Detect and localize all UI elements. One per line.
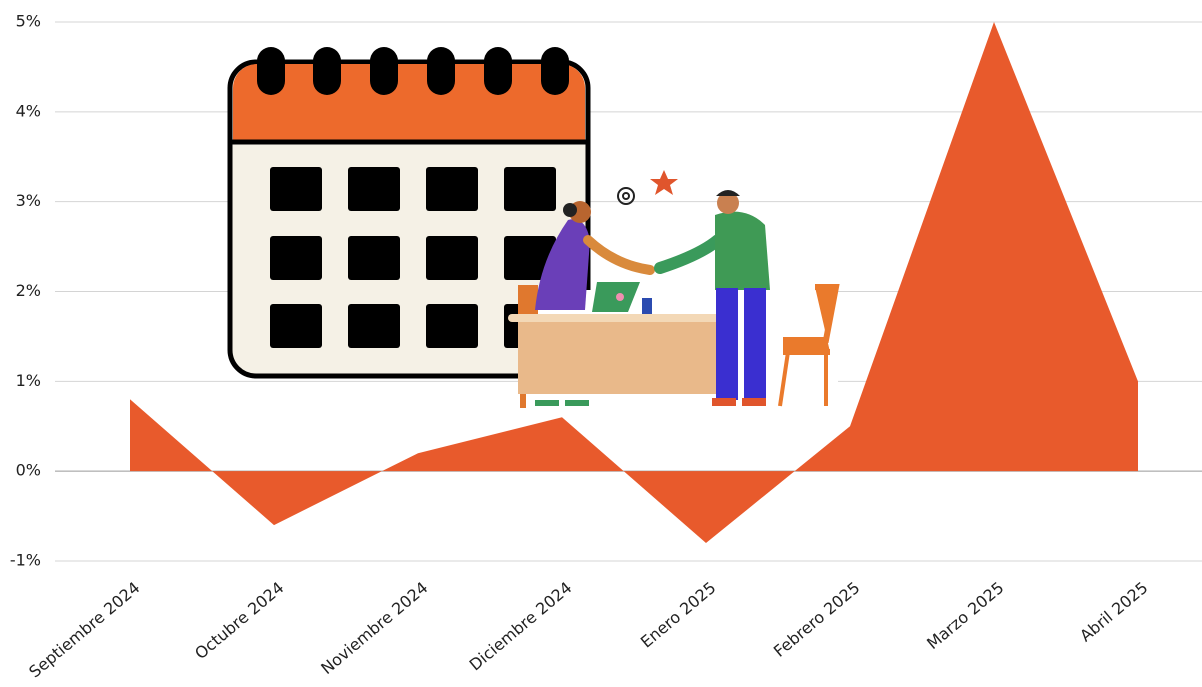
y-tick-label: 2% [16,281,41,300]
x-tick-label: Octubre 2024 [191,578,287,663]
calendar-icon [227,47,591,379]
y-tick-label: 1% [16,371,41,390]
x-tick-label: Septiembre 2024 [25,578,143,681]
x-tick-label: Enero 2025 [637,578,720,652]
marks [130,22,1138,544]
y-tick-label: 4% [16,101,41,120]
x-tick-label: Diciembre 2024 [466,578,576,674]
handshake-illustration [508,170,840,408]
illustration [227,47,840,408]
y-tick-label: -1% [10,551,41,570]
y-tick-label: 0% [16,461,41,480]
area [130,22,1138,544]
y-tick-label: 5% [16,12,41,31]
y-tick-label: 3% [16,191,41,210]
x-tick-label: Marzo 2025 [923,578,1007,653]
x-tick-label: Febrero 2025 [770,578,864,661]
x-tick-label: Abril 2025 [1076,578,1151,646]
x-tick-label: Noviembre 2024 [317,578,431,678]
